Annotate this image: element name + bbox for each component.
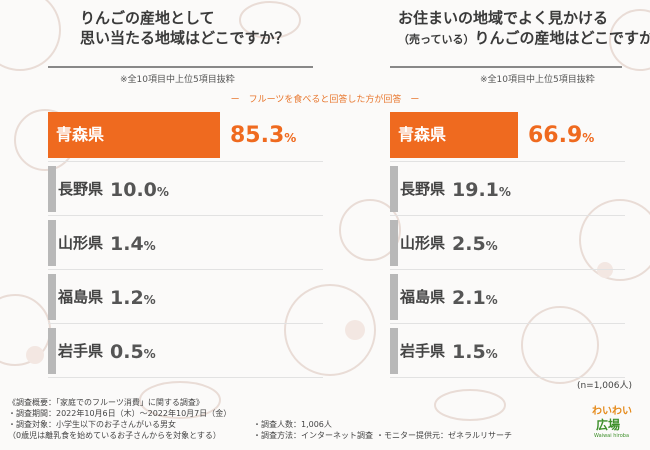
value-label: 2.1%: [452, 287, 498, 309]
row-divider: [390, 215, 625, 216]
bar-row: 福島県 2.1%: [390, 274, 630, 324]
bar: [48, 112, 220, 158]
bar: [390, 274, 398, 320]
category-label: 山形県: [400, 234, 446, 252]
right-question-title: お住まいの地域でよく見かける （売っている）りんごの産地はどこですか？: [398, 8, 650, 50]
chart-subtitle: ー フルーツを食べると回答した方が回答 ー: [230, 95, 420, 105]
left-question-title: りんごの産地として 思い当たる地域はどこですか？: [80, 8, 290, 48]
value-label: 10.0%: [110, 179, 169, 201]
value-label: 85.3%: [230, 123, 297, 148]
row-divider: [48, 161, 323, 162]
bar-row: 岩手県 0.5%: [48, 328, 338, 378]
category-label: 山形県: [58, 234, 104, 252]
row-divider: [48, 377, 323, 378]
right-divider: [390, 66, 622, 68]
value-label: 1.5%: [452, 341, 498, 363]
bar: [390, 166, 398, 212]
left-question-line1: りんごの産地として: [80, 9, 215, 27]
bar-row: 岩手県 1.5%: [390, 328, 630, 378]
right-question-line2-small: （売っている）: [398, 33, 475, 46]
bar: [48, 274, 56, 320]
row-divider: [390, 323, 625, 324]
row-divider: [48, 215, 323, 216]
category-label: 福島県: [400, 288, 446, 306]
row-divider: [48, 323, 323, 324]
bar: [48, 220, 56, 266]
footer-target-note: （0歳児は離乳食を始めているお子さんからを対象とする）: [8, 431, 221, 440]
bar: [48, 166, 56, 212]
value-label: 19.1%: [452, 179, 511, 201]
category-label: 青森県: [56, 125, 105, 144]
bar: [390, 220, 398, 266]
value-label: 0.5%: [110, 341, 156, 363]
bar-row: 長野県 19.1%: [390, 166, 630, 216]
footer-people: ・調査人数：1,006人: [253, 420, 332, 429]
category-label: 長野県: [400, 180, 446, 198]
value-label: 1.4%: [110, 233, 156, 255]
row-divider: [390, 269, 625, 270]
right-bar-chart: 青森県 66.9% 長野県 19.1% 山形県 2.5% 福島県 2.1% 岩手県 1.5%: [390, 112, 630, 378]
bar: [390, 328, 398, 374]
row-divider: [390, 377, 625, 378]
value-label: 1.2%: [110, 287, 156, 309]
footer-method: ・調査方法：インターネット調査: [253, 431, 373, 440]
sample-size: (n=1,006人): [576, 381, 632, 391]
footer-period: ・調査期間：2022年10月6日（木）〜2022年10月7日（金）: [8, 409, 232, 418]
waiwai-hiroba-logo: わいわい 広場 Waiwai hiroba: [590, 400, 640, 442]
category-label: 岩手県: [58, 342, 104, 360]
value-label: 66.9%: [528, 123, 595, 148]
left-divider: [48, 66, 313, 68]
bar: [390, 112, 518, 158]
bar-row: 山形県 1.4%: [48, 220, 338, 270]
survey-footer: 《調査概要：「家庭でのフルーツ消費」に関する調査》 ・調査期間：2022年10月…: [8, 397, 512, 441]
bar-row: 青森県 66.9%: [390, 112, 630, 162]
left-note: ※全10項目中上位5項目抜粋: [120, 75, 235, 85]
logo-line2: 広場: [596, 418, 621, 432]
row-divider: [48, 269, 323, 270]
left-bar-chart: 青森県 85.3% 長野県 10.0% 山形県 1.4% 福島県 1.2% 岩手県 0.5%: [48, 112, 338, 378]
category-label: 福島県: [58, 288, 104, 306]
bar-row: 長野県 10.0%: [48, 166, 338, 216]
logo-line1: わいわい: [592, 406, 632, 417]
logo-line3: Waiwai hiroba: [594, 433, 630, 439]
row-divider: [390, 161, 625, 162]
right-question-line2: りんごの産地はどこですか？: [474, 29, 650, 47]
footer-target: ・調査対象：小学生以下のお子さんがいる男女: [8, 420, 176, 429]
bar-row: 山形県 2.5%: [390, 220, 630, 270]
bar-row: 福島県 1.2%: [48, 274, 338, 324]
left-question-line2: 思い当たる地域はどこですか？: [80, 29, 290, 47]
category-label: 長野県: [58, 180, 104, 198]
right-question-line1: お住まいの地域でよく見かける: [398, 9, 609, 27]
right-note: ※全10項目中上位5項目抜粋: [480, 75, 595, 85]
footer-heading: 《調査概要：「家庭でのフルーツ消費」に関する調査》: [8, 398, 204, 407]
bar-row: 青森県 85.3%: [48, 112, 338, 162]
category-label: 青森県: [398, 125, 447, 144]
footer-monitor: ・モニター提供元：ゼネラルリサーチ: [376, 431, 512, 440]
category-label: 岩手県: [400, 342, 446, 360]
value-label: 2.5%: [452, 233, 498, 255]
bar: [48, 328, 56, 374]
